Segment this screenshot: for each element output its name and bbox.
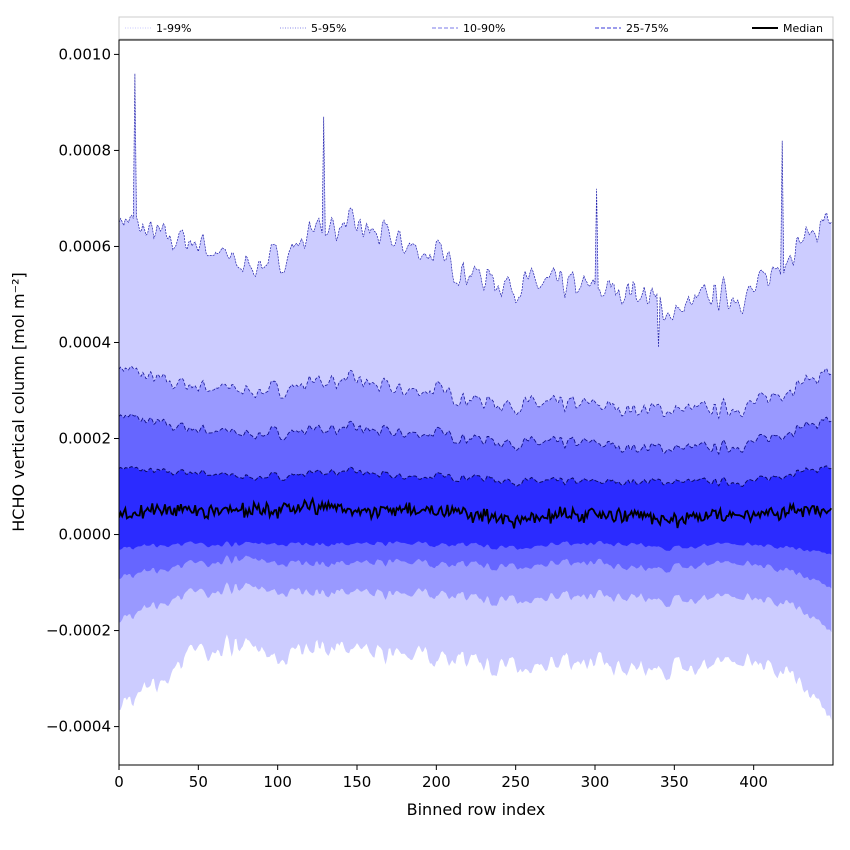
x-axis-label: Binned row index (407, 800, 546, 819)
band-upper-edge-5-95pct (119, 365, 832, 420)
legend-label: 10-90% (463, 22, 505, 35)
x-tick-label: 250 (501, 773, 530, 791)
median-line (119, 496, 833, 529)
y-tick-label: 0.0004 (59, 333, 112, 351)
y-axis-label: HCHO vertical column [mol m⁻²] (9, 272, 28, 531)
band-upper-edge-25-75pct (119, 465, 832, 488)
x-axis: 0 50 100 150 200 250 300 350 400 (114, 765, 768, 791)
legend-label: 25-75% (626, 22, 668, 35)
legend-label: 5-95% (311, 22, 346, 35)
x-tick-label: 200 (422, 773, 451, 791)
y-tick-label: −0.0004 (46, 718, 111, 736)
y-tick-label: 0.0010 (59, 45, 112, 63)
x-tick-label: 350 (660, 773, 689, 791)
legend-label: Median (783, 22, 823, 35)
x-tick-label: 50 (189, 773, 208, 791)
legend: 1-99% 5-95% 10-90% 25-75% Median (118, 16, 834, 40)
y-axis: −0.0004 −0.0002 0.0000 0.0002 0.0004 0.0006 0.… (46, 45, 119, 736)
x-tick-label: 400 (739, 773, 768, 791)
x-tick-label: 300 (581, 773, 610, 791)
y-tick-label: 0.0006 (59, 237, 112, 255)
plot-frame (118, 39, 834, 766)
band-25-75pct (119, 465, 832, 555)
y-tick-label: 0.0002 (59, 430, 112, 448)
x-tick-label: 0 (114, 773, 124, 791)
y-tick-label: 0.0000 (59, 526, 112, 544)
band-upper-edge-1-99pct (119, 73, 832, 348)
x-tick-label: 100 (263, 773, 292, 791)
band-upper-edge-10-90pct (119, 413, 832, 456)
plot-area (119, 73, 833, 721)
x-tick-label: 150 (343, 773, 372, 791)
y-tick-label: 0.0008 (59, 141, 112, 159)
y-tick-label: −0.0002 (46, 622, 111, 640)
legend-label: 1-99% (156, 22, 191, 35)
legend-box (118, 16, 834, 40)
